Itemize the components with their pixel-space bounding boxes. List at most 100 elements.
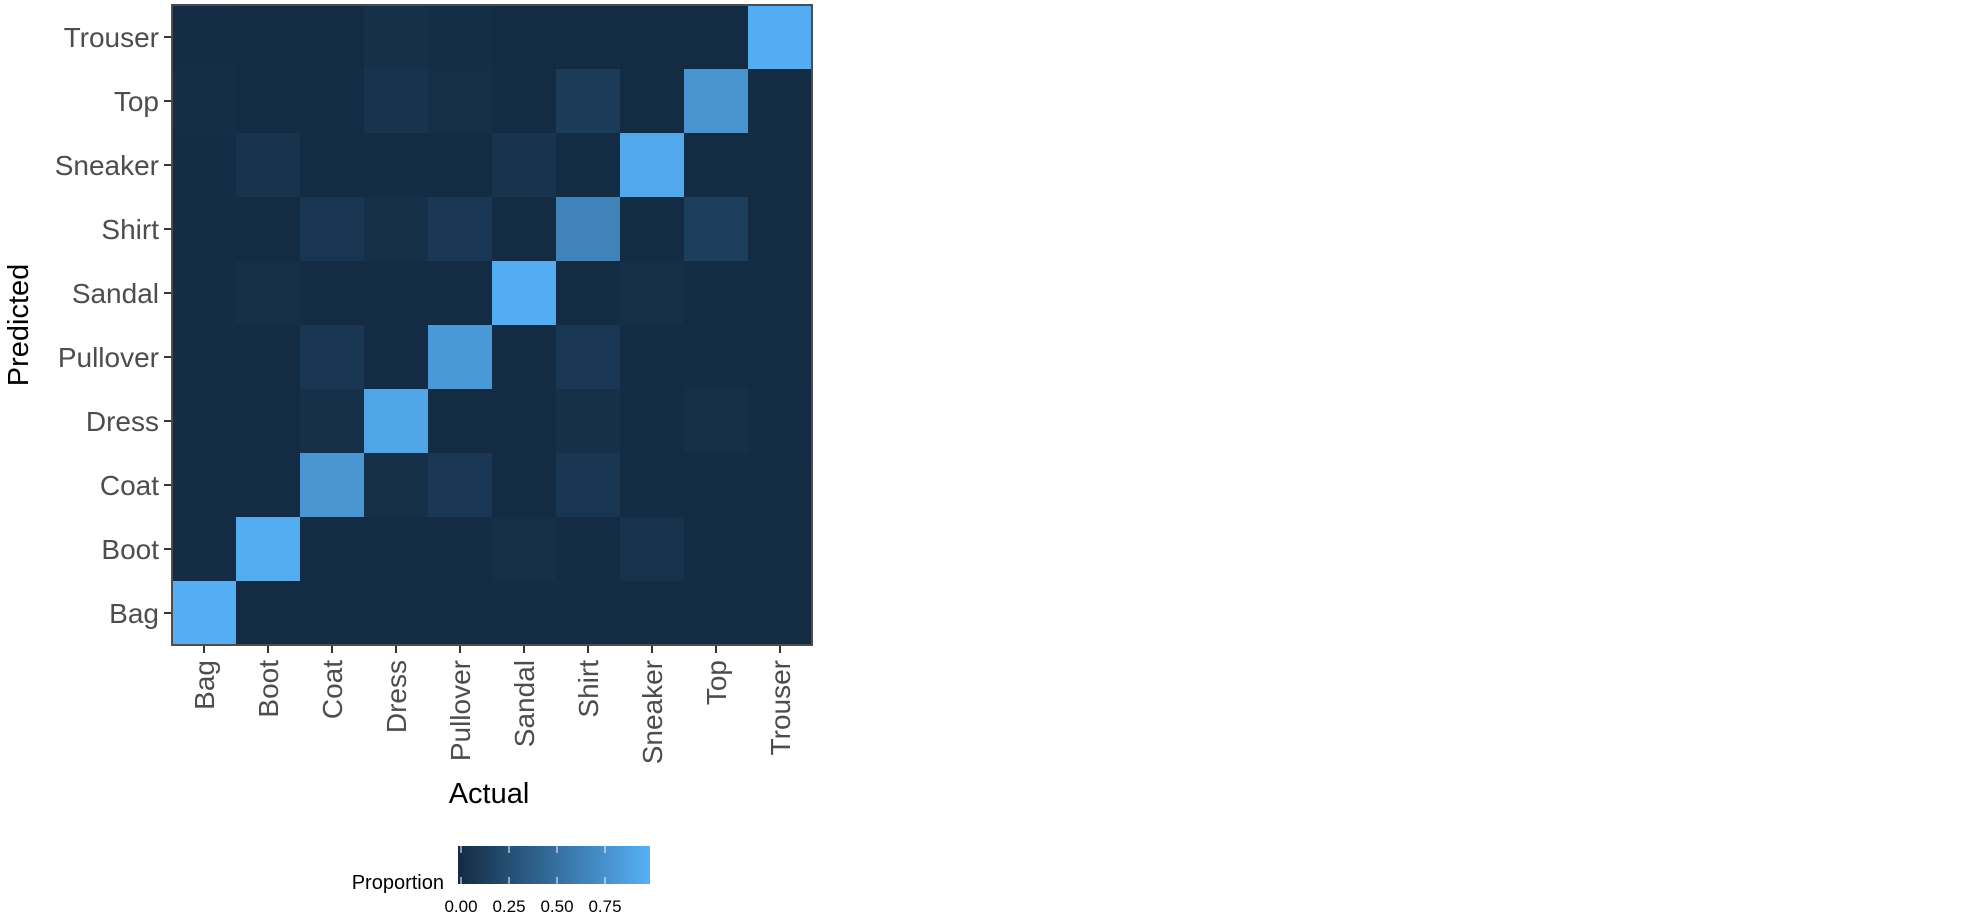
heatmap-cell — [428, 517, 492, 581]
heatmap-cell — [492, 261, 556, 325]
x-tick-label: Coat — [317, 660, 348, 719]
heatmap-cell — [748, 325, 812, 389]
heatmap-cell — [620, 325, 684, 389]
heatmap-cell — [428, 69, 492, 133]
heatmap-cell — [492, 389, 556, 453]
heatmap-cell — [172, 261, 236, 325]
heatmap-cells — [172, 5, 812, 645]
heatmap-cell — [236, 517, 300, 581]
x-tick-label: Shirt — [573, 660, 604, 718]
heatmap-cell — [428, 261, 492, 325]
heatmap-cell — [236, 453, 300, 517]
heatmap-cell — [300, 69, 364, 133]
heatmap-cell — [172, 133, 236, 197]
heatmap-cell — [364, 197, 428, 261]
x-axis-tick-labels: Bag Boot Coat Dress Pullover Sandal Shirt Sneak… — [189, 660, 796, 765]
heatmap-cell — [748, 389, 812, 453]
x-tick-label: Top — [701, 660, 732, 705]
y-tick-label: Top — [114, 86, 159, 117]
heatmap-cell — [364, 261, 428, 325]
heatmap-cell — [236, 389, 300, 453]
heatmap-cell — [300, 325, 364, 389]
heatmap-cell — [620, 133, 684, 197]
heatmap-cell — [492, 133, 556, 197]
heatmap-cell — [620, 197, 684, 261]
heatmap-cell — [684, 517, 748, 581]
heatmap-cell — [364, 581, 428, 645]
heatmap-cell — [684, 453, 748, 517]
heatmap-cell — [428, 581, 492, 645]
heatmap-cell — [172, 325, 236, 389]
y-axis-title: Predicted — [3, 264, 35, 387]
heatmap-cell — [748, 517, 812, 581]
heatmap-cell — [556, 5, 620, 69]
heatmap-cell — [684, 69, 748, 133]
heatmap-cell — [172, 69, 236, 133]
heatmap-cell — [428, 389, 492, 453]
heatmap-cell — [556, 453, 620, 517]
heatmap-cell — [684, 261, 748, 325]
heatmap-cell — [556, 517, 620, 581]
heatmap-cell — [748, 581, 812, 645]
heatmap-cell — [748, 133, 812, 197]
y-tick-label: Shirt — [101, 214, 159, 245]
heatmap-cell — [556, 133, 620, 197]
y-tick-label: Sandal — [72, 278, 159, 309]
heatmap-cell — [684, 5, 748, 69]
legend-colorbar — [458, 846, 650, 884]
heatmap-cell — [428, 133, 492, 197]
heatmap-cell — [620, 69, 684, 133]
heatmap-cell — [620, 517, 684, 581]
legend-tick-label: 0.00 — [444, 897, 477, 916]
y-tick-label: Bag — [109, 598, 159, 629]
x-tick-label: Bag — [189, 660, 220, 710]
heatmap-cell — [748, 261, 812, 325]
heatmap-cell — [172, 197, 236, 261]
heatmap-cell — [236, 5, 300, 69]
legend-title: Proportion — [352, 872, 444, 894]
heatmap-cell — [684, 325, 748, 389]
heatmap-cell — [172, 5, 236, 69]
heatmap-cell — [492, 325, 556, 389]
heatmap-cell — [300, 197, 364, 261]
legend-tick-label: 0.75 — [588, 897, 621, 916]
heatmap-cell — [492, 517, 556, 581]
heatmap-cell — [620, 581, 684, 645]
heatmap-cell — [172, 389, 236, 453]
heatmap-cell — [556, 261, 620, 325]
heatmap-cell — [492, 69, 556, 133]
heatmap-cell — [492, 581, 556, 645]
heatmap-cell — [556, 197, 620, 261]
color-legend: Proportion 0.00 0.25 0.50 0.75 — [352, 846, 650, 916]
legend-tick-label: 0.25 — [492, 897, 525, 916]
heatmap-cell — [620, 389, 684, 453]
y-tick-label: Pullover — [58, 342, 159, 373]
heatmap-cell — [236, 261, 300, 325]
y-tick-label: Dress — [86, 406, 159, 437]
heatmap-cell — [364, 389, 428, 453]
heatmap-cell — [428, 453, 492, 517]
y-tick-label: Coat — [100, 470, 159, 501]
heatmap-cell — [300, 5, 364, 69]
heatmap-cell — [236, 581, 300, 645]
x-tick-label: Sandal — [509, 660, 540, 747]
heatmap-cell — [428, 325, 492, 389]
heatmap-cell — [684, 581, 748, 645]
heatmap-cell — [236, 133, 300, 197]
heatmap-cell — [492, 453, 556, 517]
heatmap-cell — [748, 5, 812, 69]
heatmap-cell — [364, 517, 428, 581]
heatmap-cell — [620, 261, 684, 325]
heatmap-cell — [364, 69, 428, 133]
heatmap-cell — [492, 5, 556, 69]
heatmap-cell — [300, 261, 364, 325]
axis-ticks — [164, 36, 781, 653]
heatmap-cell — [748, 69, 812, 133]
y-tick-label: Boot — [101, 534, 159, 565]
heatmap-cell — [300, 453, 364, 517]
x-tick-label: Pullover — [445, 660, 476, 761]
heatmap-cell — [300, 389, 364, 453]
heatmap-cell — [364, 133, 428, 197]
heatmap-cell — [492, 197, 556, 261]
